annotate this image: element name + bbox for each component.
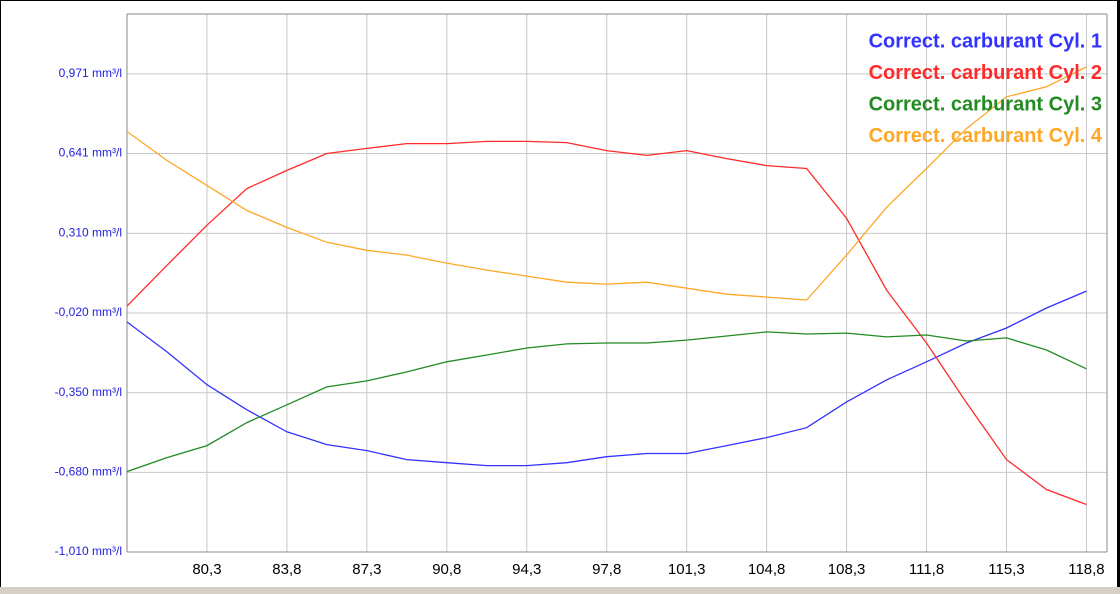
y-tick-label: -0,020 mm³/l — [55, 305, 122, 319]
y-tick-label: -0,350 mm³/l — [55, 385, 122, 399]
x-tick-label: 87,3 — [352, 561, 381, 578]
legend-entry: Correct. carburant Cyl. 4 — [869, 125, 1103, 147]
y-tick-label: 0,310 mm³/l — [59, 226, 122, 240]
x-tick-label: 101,3 — [668, 561, 706, 578]
x-tick-label: 80,3 — [192, 561, 221, 578]
x-tick-label: 108,3 — [828, 561, 866, 578]
y-tick-label: 0,641 mm³/l — [59, 146, 122, 160]
legend-entry: Correct. carburant Cyl. 2 — [869, 62, 1102, 84]
series-line — [126, 140, 1087, 506]
x-tick-label: 90,8 — [432, 561, 461, 578]
x-tick-label: 97,8 — [592, 561, 621, 578]
y-tick-label: -1,010 mm³/l — [55, 544, 122, 558]
x-tick-label: 118,8 — [1068, 561, 1104, 578]
x-tick-label: 111,8 — [909, 561, 944, 578]
series-line — [126, 66, 1087, 301]
x-tick-label: 115,3 — [988, 561, 1024, 578]
x-tick-label: 83,8 — [272, 561, 301, 578]
x-tick-label: 104,8 — [748, 561, 786, 578]
legend-entry: Correct. carburant Cyl. 3 — [869, 93, 1102, 115]
series-line — [126, 290, 1087, 467]
x-tick-label: 94,3 — [512, 561, 541, 578]
status-strip — [0, 587, 1120, 594]
series-line — [126, 331, 1087, 473]
y-tick-label: -0,680 mm³/l — [55, 465, 122, 479]
legend-entry: Correct. carburant Cyl. 1 — [869, 30, 1102, 52]
y-tick-label: 0,971 mm³/l — [59, 66, 122, 80]
